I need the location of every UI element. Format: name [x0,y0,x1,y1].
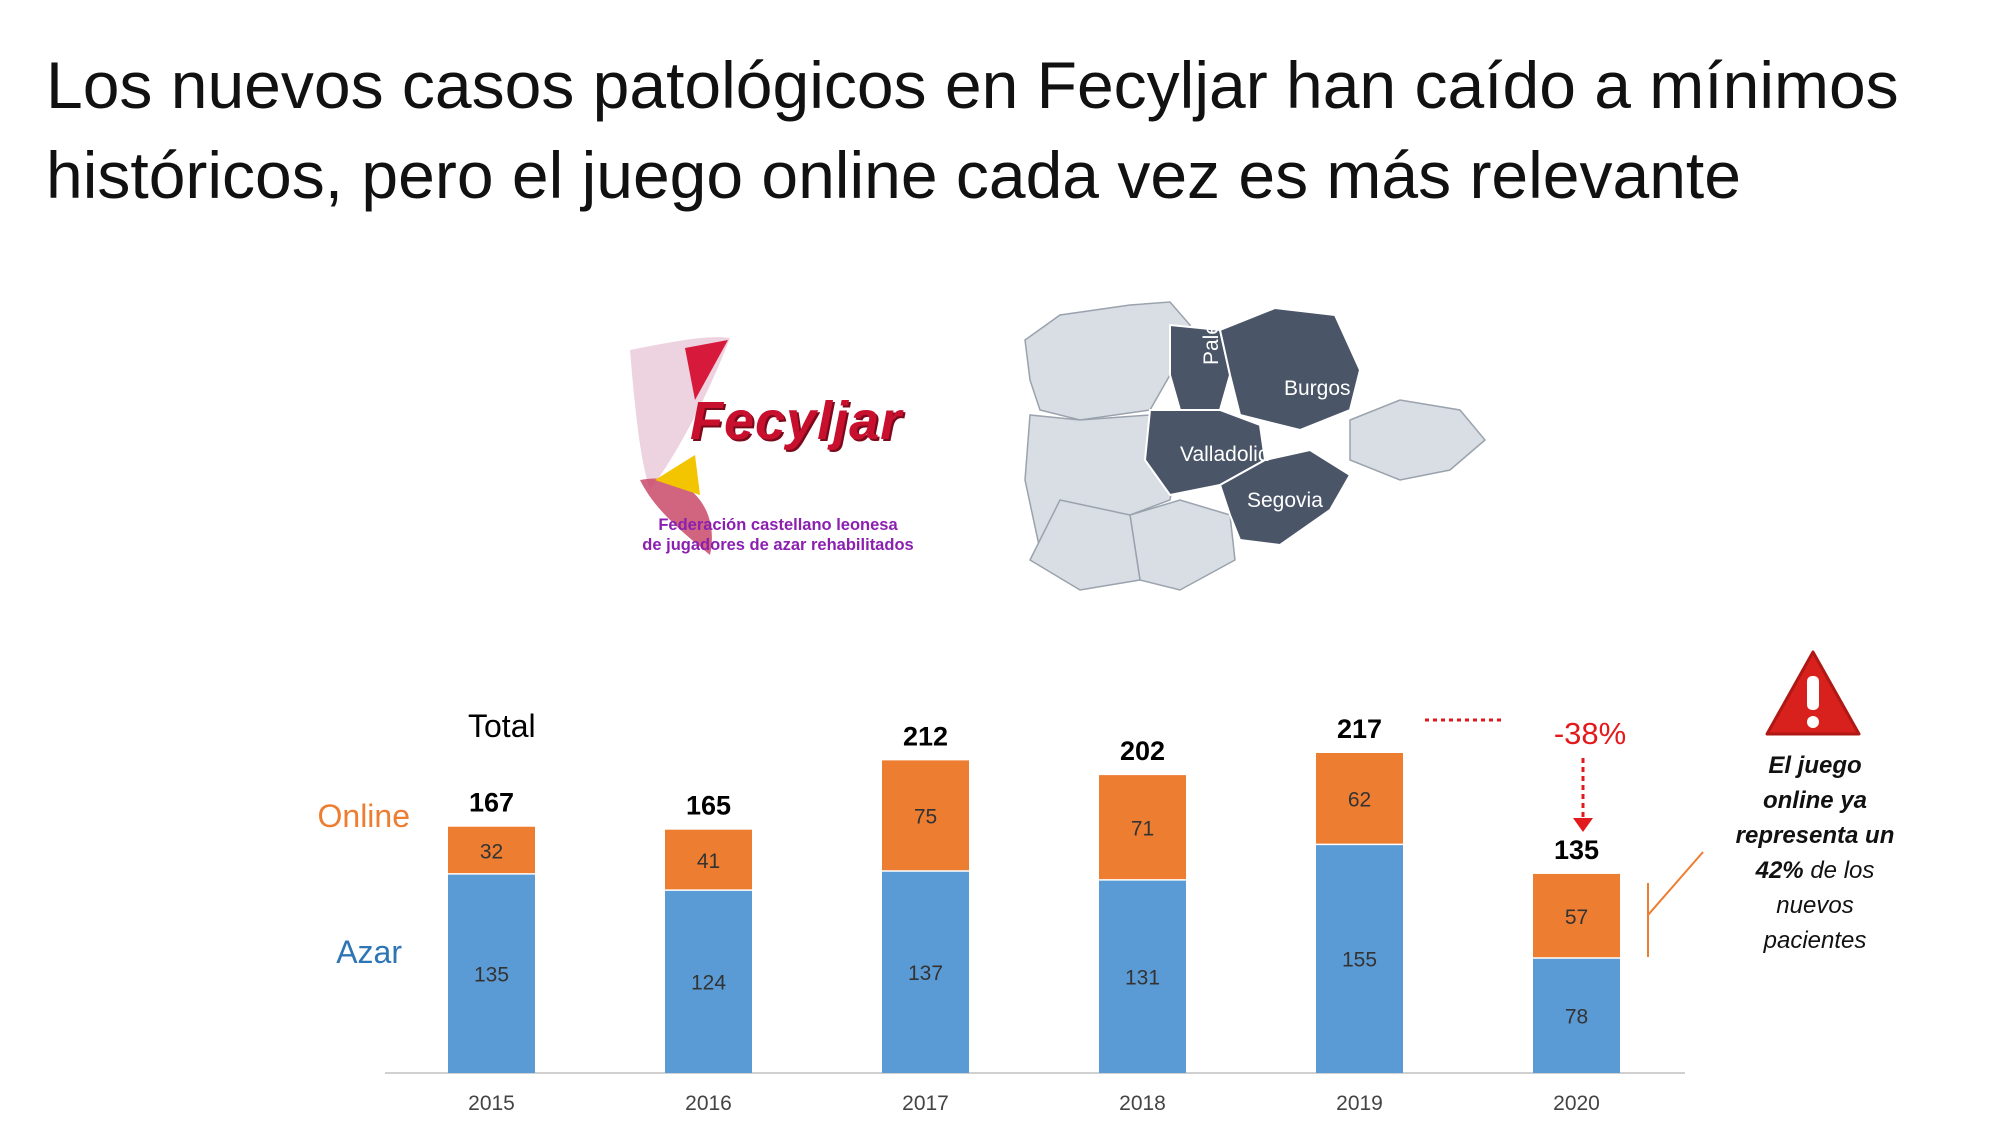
map-province-segovia [1218,448,1352,547]
bar-online-2020 [1533,873,1620,958]
castilla-leon-map [1024,301,1487,591]
logo-subtitle-line1: Federación castellano leonesa [658,516,898,534]
label-online-2018: 71 [1131,817,1154,840]
callout-line3: representa un [1735,822,1895,849]
label-azar-2017: 137 [908,962,943,985]
fecyljar-logo-graphic [630,337,730,555]
map-province-avila [1129,499,1236,591]
label-azar-2018: 131 [1125,966,1160,989]
bar-online-2019 [1316,753,1403,845]
label-azar-2015: 135 [474,963,509,986]
callout-line4: de los [1803,857,1875,884]
label-online-2019: 62 [1348,789,1371,812]
tick-2015: 2015 [468,1092,515,1115]
bracket-diagonal [1647,851,1704,916]
map-province-soria [1349,399,1487,481]
label-online-2020: 57 [1565,906,1588,929]
callout-line6: pacientes [1763,927,1867,954]
label-azar-2020: 78 [1565,1005,1588,1028]
bar-azar-2017 [882,870,969,1073]
tick-2019: 2019 [1336,1092,1383,1115]
callout-pct: 42% [1755,857,1804,884]
tick-2017: 2017 [902,1092,949,1115]
tick-2020: 2020 [1553,1092,1600,1115]
map-province-burgos [1218,306,1362,432]
bar-online-2018 [1099,775,1186,880]
logo-subtitle: Federación castellano leonesa de jugador… [608,515,948,555]
label-azar-2019: 155 [1342,949,1377,972]
label-online-2017: 75 [914,806,937,829]
warning-icon [1765,650,1861,736]
label-total-2016: 165 [686,791,731,821]
tick-2018: 2018 [1119,1092,1166,1115]
legend-azar: Azar [336,934,402,970]
label-total-2015: 167 [469,788,514,818]
map-province-leon [1024,301,1191,421]
bar-azar-2020 [1533,957,1620,1073]
label-total-2017: 212 [903,721,948,751]
label-total-2018: 202 [1120,736,1165,766]
tick-2016: 2016 [685,1092,732,1115]
page-title: Los nuevos casos patológicos en Fecyljar… [46,48,1899,212]
map-label-palencia: Palencia [1200,284,1223,365]
bar-azar-2019 [1316,844,1403,1073]
callout-line1: El juego [1768,752,1862,779]
callout-line2: online ya [1762,787,1868,814]
bar-azar-2018 [1099,879,1186,1073]
bar-azar-2015 [448,873,535,1073]
logo-subtitle-line2: de jugadores de azar rehabilitados [642,536,914,554]
online-share-callout: El juego online ya representa un 42% de … [1720,748,1910,958]
callout-line5: nuevos [1776,892,1854,919]
label-azar-2016: 124 [691,972,726,995]
bar-online-2015 [448,826,535,874]
map-label-segovia: Segovia [1247,489,1323,512]
label-online-2016: 41 [697,850,720,873]
map-label-valladolid: Valladolid [1180,443,1270,466]
totals-label: Total [468,708,536,744]
bar-online-2017 [882,760,969,871]
stacked-bar-chart: 135 32 167 2015 124 41 165 2016 137 75 212 2017 131 7… [318,708,1704,1115]
annotation-arrow-head [1573,818,1593,832]
label-online-2015: 32 [480,840,503,863]
legend-online: Online [318,798,411,834]
bar-azar-2016 [665,890,752,1073]
map-label-burgos: Burgos [1284,377,1351,400]
label-total-2019: 217 [1337,714,1382,744]
label-total-2020: 135 [1554,835,1599,865]
bar-online-2016 [665,829,752,891]
annotation-label: -38% [1554,716,1626,751]
logo-name: Fecyljar [690,391,903,451]
map-province-salamanca [1029,499,1141,591]
